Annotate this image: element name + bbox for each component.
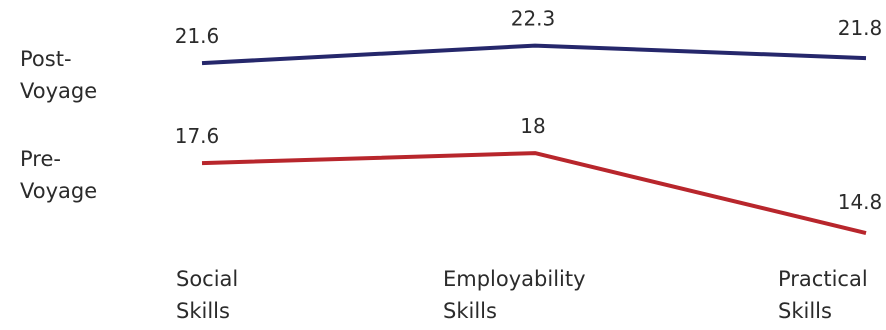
data-label: 21.8	[838, 16, 883, 40]
x-tick-label: Skills	[176, 299, 230, 323]
data-label: 18	[520, 114, 545, 138]
x-tick-label: Skills	[443, 299, 497, 323]
legend-label: Voyage	[20, 179, 97, 203]
x-tick-label: Practical	[778, 267, 868, 291]
series-line-0	[201, 43, 867, 66]
x-tick-label: Social	[176, 267, 238, 291]
legend-label: Voyage	[20, 79, 97, 103]
legend-label: Pre-	[20, 147, 61, 171]
data-label: 22.3	[511, 7, 556, 31]
data-label: 17.6	[175, 124, 220, 148]
legend-label: Post-	[20, 47, 72, 71]
x-tick-label: Skills	[778, 299, 832, 323]
series-line-1	[201, 151, 867, 236]
x-tick-label: Employability	[443, 267, 586, 291]
data-label: 21.6	[175, 24, 220, 48]
data-label: 14.8	[838, 190, 883, 214]
